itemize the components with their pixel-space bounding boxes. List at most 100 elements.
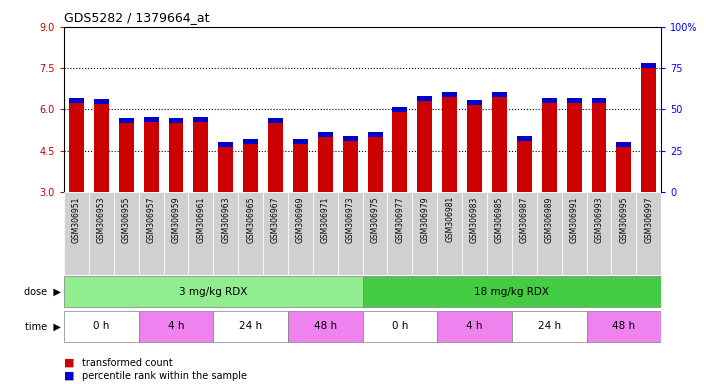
Bar — [139, 311, 213, 342]
Bar — [517, 136, 532, 141]
Bar — [587, 192, 611, 275]
Bar — [144, 122, 159, 192]
Text: 48 h: 48 h — [314, 321, 337, 331]
Bar — [193, 122, 208, 192]
Bar — [467, 100, 482, 105]
Bar — [213, 311, 288, 342]
Bar — [363, 311, 437, 342]
Bar — [169, 123, 183, 192]
Text: 4 h: 4 h — [466, 321, 483, 331]
Bar — [363, 276, 661, 307]
Bar — [587, 311, 661, 342]
Text: 0 h: 0 h — [93, 321, 109, 331]
Bar — [169, 118, 183, 123]
Bar — [213, 192, 238, 275]
Bar — [641, 68, 656, 192]
Text: dose  ▶: dose ▶ — [23, 287, 60, 297]
Bar — [641, 63, 656, 68]
Bar — [69, 103, 84, 192]
Text: GSM306953: GSM306953 — [97, 196, 106, 243]
Bar — [542, 103, 557, 192]
Bar — [363, 192, 387, 275]
Bar — [343, 141, 358, 192]
Text: GSM306959: GSM306959 — [171, 196, 181, 243]
Text: GSM306955: GSM306955 — [122, 196, 131, 243]
Bar — [293, 144, 308, 192]
Text: GDS5282 / 1379664_at: GDS5282 / 1379664_at — [64, 11, 210, 24]
Bar — [636, 192, 661, 275]
Bar — [567, 103, 582, 192]
Bar — [487, 192, 512, 275]
Text: GSM306951: GSM306951 — [72, 196, 81, 243]
Text: percentile rank within the sample: percentile rank within the sample — [82, 371, 247, 381]
Text: GSM306965: GSM306965 — [246, 196, 255, 243]
Bar — [243, 144, 258, 192]
Bar — [218, 147, 233, 192]
Bar — [387, 192, 412, 275]
Text: 18 mg/kg RDX: 18 mg/kg RDX — [474, 287, 550, 297]
Bar — [64, 276, 363, 307]
Bar — [318, 137, 333, 192]
Text: GSM306991: GSM306991 — [570, 196, 579, 243]
Text: GSM306967: GSM306967 — [271, 196, 280, 243]
Bar — [517, 141, 532, 192]
Bar — [437, 311, 512, 342]
Bar — [392, 112, 407, 192]
Text: GSM306993: GSM306993 — [594, 196, 604, 243]
Text: 24 h: 24 h — [538, 321, 561, 331]
Bar — [288, 192, 313, 275]
Text: transformed count: transformed count — [82, 358, 173, 368]
Bar — [562, 192, 587, 275]
Text: 0 h: 0 h — [392, 321, 408, 331]
Bar — [193, 117, 208, 122]
Bar — [119, 118, 134, 123]
Bar — [412, 192, 437, 275]
Text: ■: ■ — [64, 358, 75, 368]
Bar — [64, 192, 89, 275]
Bar — [293, 139, 308, 144]
Text: GSM306971: GSM306971 — [321, 196, 330, 243]
Bar — [268, 123, 283, 192]
Bar — [69, 98, 84, 103]
Text: GSM306957: GSM306957 — [146, 196, 156, 243]
Bar — [218, 142, 233, 147]
Bar — [343, 136, 358, 141]
Bar — [268, 118, 283, 123]
Bar — [437, 192, 462, 275]
Bar — [462, 192, 487, 275]
Bar — [188, 192, 213, 275]
Bar — [467, 105, 482, 192]
Bar — [94, 104, 109, 192]
Text: GSM306997: GSM306997 — [644, 196, 653, 243]
Text: GSM306977: GSM306977 — [395, 196, 405, 243]
Text: GSM306995: GSM306995 — [619, 196, 629, 243]
Text: GSM306973: GSM306973 — [346, 196, 355, 243]
Text: 48 h: 48 h — [612, 321, 636, 331]
Bar — [392, 107, 407, 112]
Text: 4 h: 4 h — [168, 321, 184, 331]
Bar — [592, 98, 606, 103]
Text: GSM306969: GSM306969 — [296, 196, 305, 243]
Bar — [164, 192, 188, 275]
Text: ■: ■ — [64, 371, 75, 381]
Bar — [611, 192, 636, 275]
Bar — [94, 99, 109, 104]
Text: 24 h: 24 h — [239, 321, 262, 331]
Text: GSM306979: GSM306979 — [420, 196, 429, 243]
Bar — [492, 97, 507, 192]
Bar — [417, 96, 432, 101]
Bar — [442, 92, 457, 97]
Bar — [139, 192, 164, 275]
Bar — [338, 192, 363, 275]
Bar — [442, 97, 457, 192]
Bar — [288, 311, 363, 342]
Bar — [64, 311, 139, 342]
Bar — [512, 192, 537, 275]
Bar — [263, 192, 288, 275]
Bar — [238, 192, 263, 275]
Bar — [537, 192, 562, 275]
Bar — [512, 311, 587, 342]
Bar — [318, 132, 333, 137]
Bar — [368, 137, 383, 192]
Text: GSM306989: GSM306989 — [545, 196, 554, 243]
